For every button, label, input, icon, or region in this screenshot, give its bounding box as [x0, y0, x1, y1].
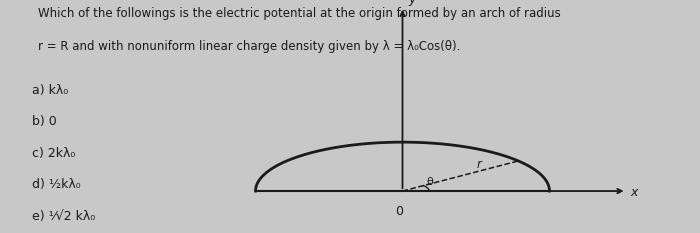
Text: r = R and with nonuniform linear charge density given by λ = λ₀Cos(θ).: r = R and with nonuniform linear charge …: [38, 40, 461, 53]
Text: e) ⅟√2 kλ₀: e) ⅟√2 kλ₀: [32, 210, 94, 223]
Text: r: r: [477, 158, 482, 171]
Text: Which of the followings is the electric potential at the origin formed by an arc: Which of the followings is the electric …: [38, 7, 561, 20]
Text: c) 2kλ₀: c) 2kλ₀: [32, 147, 75, 160]
Text: b) 0: b) 0: [32, 115, 56, 128]
Text: 0: 0: [395, 205, 403, 218]
Text: x: x: [630, 186, 638, 199]
Text: d) ½kλ₀: d) ½kλ₀: [32, 178, 80, 191]
Text: y: y: [408, 0, 416, 6]
Text: a) kλ₀: a) kλ₀: [32, 84, 68, 97]
Text: θ: θ: [427, 177, 433, 187]
